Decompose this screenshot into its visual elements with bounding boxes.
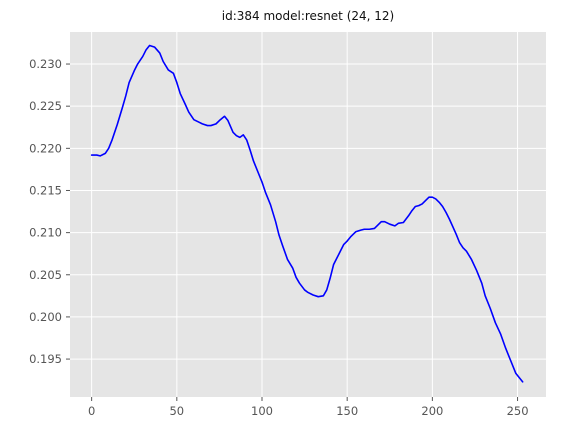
plot-area (70, 32, 546, 397)
x-tick-label: 100 (251, 404, 273, 418)
x-tick-label: 200 (421, 404, 443, 418)
chart-title: id:384 model:resnet (24, 12) (222, 9, 394, 23)
series-layer (90, 44, 524, 383)
y-tick-label: 0.230 (29, 57, 62, 71)
x-tick-label: 50 (169, 404, 184, 418)
series-line-0 (90, 44, 524, 383)
y-tick-label: 0.210 (29, 226, 62, 240)
y-tick-label: 0.225 (29, 99, 62, 113)
y-tick-label: 0.195 (29, 352, 62, 366)
y-tick-label: 0.220 (29, 141, 62, 155)
x-tick-label: 150 (336, 404, 358, 418)
y-tick-label: 0.200 (29, 310, 62, 324)
x-axis: 0 50 100 150 200 250 (88, 397, 529, 418)
y-tick-label: 0.215 (29, 183, 62, 197)
y-tick-label: 0.205 (29, 268, 62, 282)
x-tick-label: 0 (88, 404, 95, 418)
y-axis: 0.195 0.200 0.205 0.210 0.215 0.220 0.225 0.230 (29, 57, 70, 366)
grid-lines (70, 32, 546, 397)
x-tick-label: 250 (507, 404, 529, 418)
